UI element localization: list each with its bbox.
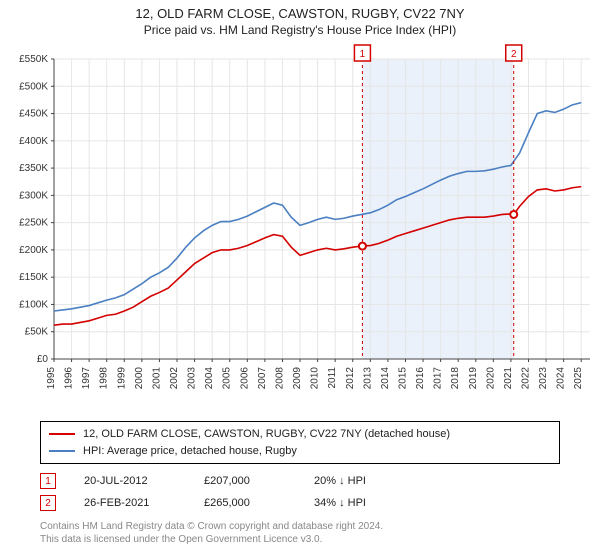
y-tick-label: £350K <box>19 163 48 174</box>
x-tick-label: 2004 <box>204 367 215 390</box>
y-tick-label: £550K <box>19 54 48 65</box>
x-tick-label: 2003 <box>187 367 198 390</box>
x-tick-label: 2002 <box>169 367 180 390</box>
x-tick-label: 1998 <box>99 367 110 390</box>
x-tick-label: 2020 <box>485 367 496 390</box>
y-tick-label: £150K <box>19 272 48 283</box>
x-tick-label: 2024 <box>556 367 567 390</box>
y-tick-label: £500K <box>19 81 48 92</box>
legend-swatch <box>49 450 75 452</box>
x-tick-label: 2017 <box>433 367 444 390</box>
x-tick-label: 2021 <box>503 367 514 390</box>
legend-label: HPI: Average price, detached house, Rugb… <box>83 443 297 460</box>
sale-row: 2 26-FEB-2021£265,00034% ↓ HPI <box>40 492 560 514</box>
y-tick-label: £300K <box>19 190 48 201</box>
shaded-band <box>362 59 513 359</box>
x-tick-label: 2010 <box>310 367 321 390</box>
y-tick-label: £0 <box>37 354 49 365</box>
legend: 12, OLD FARM CLOSE, CAWSTON, RUGBY, CV22… <box>40 421 560 464</box>
y-tick-label: £250K <box>19 218 48 229</box>
sale-marker-number: 1 <box>360 49 366 60</box>
y-tick-label: £400K <box>19 136 48 147</box>
x-tick-label: 2009 <box>292 367 303 390</box>
title-sub: Price paid vs. HM Land Registry's House … <box>0 23 600 37</box>
y-tick-label: £50K <box>25 327 49 338</box>
x-tick-label: 2016 <box>415 367 426 390</box>
legend-label: 12, OLD FARM CLOSE, CAWSTON, RUGBY, CV22… <box>83 426 450 443</box>
x-tick-label: 1997 <box>81 367 92 390</box>
x-tick-label: 1996 <box>64 367 75 390</box>
price-chart: £0 £50K £100K £150K £200K £250K £300K £350K £400… <box>0 39 600 419</box>
x-tick-label: 2012 <box>345 367 356 390</box>
x-tick-label: 2015 <box>397 367 408 390</box>
legend-swatch <box>49 433 75 435</box>
x-tick-label: 1999 <box>116 367 127 390</box>
x-tick-label: 2025 <box>573 367 584 390</box>
x-tick-label: 2013 <box>362 367 373 390</box>
sale-marker-point <box>359 243 366 250</box>
sale-price: £265,000 <box>204 497 314 509</box>
x-tick-label: 2007 <box>257 367 268 390</box>
x-tick-label: 2008 <box>274 367 285 390</box>
x-tick-label: 2001 <box>151 367 162 390</box>
sale-vs-hpi: 20% ↓ HPI <box>314 475 404 487</box>
x-tick-label: 2018 <box>450 367 461 390</box>
footer-line2: This data is licensed under the Open Gov… <box>40 533 560 546</box>
y-tick-label: £100K <box>19 299 48 310</box>
y-tick-label: £450K <box>19 109 48 120</box>
title-main: 12, OLD FARM CLOSE, CAWSTON, RUGBY, CV22… <box>0 6 600 21</box>
title-block: 12, OLD FARM CLOSE, CAWSTON, RUGBY, CV22… <box>0 0 600 39</box>
y-tick-label: £200K <box>19 245 48 256</box>
sale-vs-hpi: 34% ↓ HPI <box>314 497 404 509</box>
legend-row: HPI: Average price, detached house, Rugb… <box>49 443 551 460</box>
sale-marker-point <box>510 211 517 218</box>
legend-row: 12, OLD FARM CLOSE, CAWSTON, RUGBY, CV22… <box>49 426 551 443</box>
sale-row-badge: 1 <box>40 473 56 489</box>
sale-row: 1 20-JUL-2012£207,00020% ↓ HPI <box>40 470 560 492</box>
sales-table: 1 20-JUL-2012£207,00020% ↓ HPI 2 26-FEB-202… <box>40 470 560 514</box>
footer-attribution: Contains HM Land Registry data © Crown c… <box>40 520 560 546</box>
x-tick-label: 2006 <box>239 367 250 390</box>
x-tick-label: 2000 <box>134 367 145 390</box>
sale-price: £207,000 <box>204 475 314 487</box>
sale-row-badge: 2 <box>40 495 56 511</box>
x-tick-label: 2019 <box>468 367 479 390</box>
x-tick-label: 2011 <box>327 367 338 389</box>
x-tick-label: 2014 <box>380 367 391 390</box>
x-tick-label: 1995 <box>46 367 57 390</box>
sale-date: 26-FEB-2021 <box>84 497 204 509</box>
sale-marker-number: 2 <box>511 49 517 60</box>
x-tick-label: 2023 <box>538 367 549 390</box>
sale-date: 20-JUL-2012 <box>84 475 204 487</box>
x-tick-label: 2022 <box>520 367 531 390</box>
footer-line1: Contains HM Land Registry data © Crown c… <box>40 520 560 533</box>
x-tick-label: 2005 <box>222 367 233 390</box>
